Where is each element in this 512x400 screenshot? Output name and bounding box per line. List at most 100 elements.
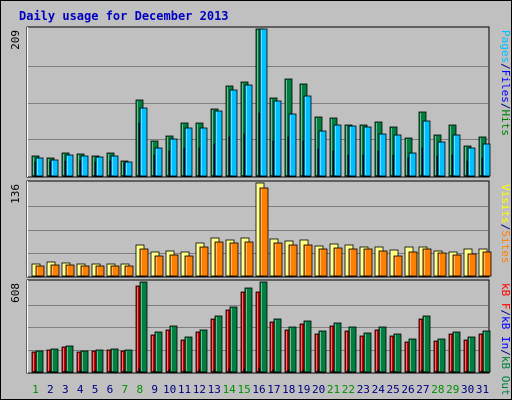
bar-kb-out-day-20 xyxy=(318,330,327,373)
x-tick-label-day-5: 5 xyxy=(92,383,99,396)
bar-sites-day-4 xyxy=(80,265,90,277)
legend-entry: kB In xyxy=(499,316,512,349)
x-tick-label-day-7: 7 xyxy=(122,383,129,396)
bar-pages-day-15 xyxy=(244,84,253,177)
bar-kb-out-day-10 xyxy=(169,325,178,373)
bar-pages-day-2 xyxy=(50,159,59,177)
bar-sites-day-3 xyxy=(65,264,75,277)
bar-kb-out-day-2 xyxy=(50,348,59,373)
panel-kb-legend: kB F/kB In/kB Out xyxy=(499,283,512,396)
bar-pages-day-9 xyxy=(154,147,163,177)
bar-sites-day-7 xyxy=(124,265,134,277)
x-tick-label-day-2: 2 xyxy=(47,383,54,396)
panel-hits-legend: Pages/Files/Hits xyxy=(499,30,512,136)
legend-entry: kB F xyxy=(499,283,512,310)
x-tick-label-day-27: 27 xyxy=(416,383,429,396)
x-tick-label-day-6: 6 xyxy=(107,383,114,396)
legend-entry: kB Out xyxy=(499,356,512,396)
bar-kb-out-day-4 xyxy=(80,350,89,373)
bar-kb-out-day-15 xyxy=(244,287,253,373)
legend-entry: Sites xyxy=(499,230,512,263)
bar-pages-day-26 xyxy=(408,152,417,177)
bar-pages-day-13 xyxy=(214,110,223,177)
bar-sites-day-18 xyxy=(288,244,298,277)
bar-kb-out-day-5 xyxy=(95,349,104,373)
bar-pages-day-8 xyxy=(139,107,148,177)
bar-sites-day-9 xyxy=(154,255,164,277)
bar-sites-day-30 xyxy=(467,253,477,277)
legend-entry: / xyxy=(499,224,512,231)
bar-kb-out-day-19 xyxy=(303,320,312,373)
bar-pages-day-7 xyxy=(124,161,133,177)
x-tick-label-day-24: 24 xyxy=(372,383,386,396)
panel-hits-max-label: 209 xyxy=(9,30,22,50)
bar-sites-day-2 xyxy=(50,264,60,277)
bar-pages-day-24 xyxy=(378,133,387,177)
x-tick-label-day-13: 13 xyxy=(208,383,221,396)
bar-kb-out-day-28 xyxy=(437,338,446,373)
x-tick-label-day-29: 29 xyxy=(446,383,459,396)
bar-pages-day-14 xyxy=(229,89,238,177)
bar-kb-out-day-23 xyxy=(363,332,372,373)
x-tick-label-day-4: 4 xyxy=(77,383,84,396)
bar-kb-out-day-12 xyxy=(199,329,208,373)
bar-kb-out-day-14 xyxy=(229,306,238,373)
x-tick-label-day-10: 10 xyxy=(163,383,176,396)
legend-entry: Files xyxy=(499,70,512,103)
x-tick-label-day-25: 25 xyxy=(387,383,400,396)
x-tick-label-day-3: 3 xyxy=(62,383,69,396)
bar-sites-day-6 xyxy=(110,265,120,277)
bar-kb-out-day-22 xyxy=(348,326,357,373)
bar-kb-out-day-25 xyxy=(393,333,402,373)
bar-kb-out-day-30 xyxy=(467,336,476,373)
bar-sites-day-23 xyxy=(363,248,373,277)
legend-entry: / xyxy=(499,349,512,356)
bar-pages-day-12 xyxy=(199,127,208,177)
bar-kb-out-day-1 xyxy=(35,350,44,373)
bar-kb-out-day-3 xyxy=(65,345,74,373)
bar-kb-out-day-26 xyxy=(408,338,417,373)
bar-sites-day-14 xyxy=(229,242,239,277)
bar-pages-day-1 xyxy=(35,157,44,177)
bar-pages-day-23 xyxy=(363,126,372,177)
legend-entry: / xyxy=(499,310,512,317)
x-tick-label-day-12: 12 xyxy=(193,383,206,396)
bar-kb-out-day-24 xyxy=(378,326,387,373)
bar-sites-day-29 xyxy=(452,254,462,277)
bar-pages-day-4 xyxy=(80,155,89,177)
panel-visits-max-label: 136 xyxy=(9,184,22,204)
legend-entry: Hits xyxy=(499,110,512,137)
legend-entry: Pages xyxy=(499,30,512,63)
bar-sites-day-13 xyxy=(214,241,224,277)
bar-pages-day-5 xyxy=(95,156,104,177)
bar-kb-out-day-27 xyxy=(422,315,431,373)
bar-sites-day-24 xyxy=(378,250,388,277)
bar-kb-out-day-8 xyxy=(139,281,148,373)
bar-kb-out-day-9 xyxy=(154,331,163,373)
x-tick-label-day-31: 31 xyxy=(476,383,489,396)
bar-pages-day-22 xyxy=(348,125,357,177)
bar-pages-day-17 xyxy=(273,100,282,177)
bar-kb-out-day-17 xyxy=(273,318,282,373)
bar-sites-day-28 xyxy=(437,252,447,277)
bar-sites-day-10 xyxy=(169,254,179,277)
x-tick-label-day-15: 15 xyxy=(237,383,250,396)
x-tick-label-day-17: 17 xyxy=(267,383,280,396)
x-tick-label-day-19: 19 xyxy=(297,383,310,396)
bar-pages-day-19 xyxy=(303,95,312,177)
legend-entry: Visits xyxy=(499,184,512,224)
bar-sites-day-31 xyxy=(482,251,492,277)
bar-sites-day-22 xyxy=(348,248,358,277)
bar-sites-day-16 xyxy=(259,187,269,277)
legend-entry: / xyxy=(499,63,512,70)
bar-pages-day-20 xyxy=(318,130,327,177)
bar-pages-day-11 xyxy=(184,127,193,177)
x-tick-label-day-8: 8 xyxy=(136,383,143,396)
bar-pages-day-28 xyxy=(437,141,446,177)
x-tick-label-day-30: 30 xyxy=(461,383,474,396)
bar-sites-day-12 xyxy=(199,246,209,277)
bar-pages-day-31 xyxy=(482,143,491,177)
bar-sites-day-17 xyxy=(273,242,283,277)
bar-sites-day-8 xyxy=(139,248,149,277)
